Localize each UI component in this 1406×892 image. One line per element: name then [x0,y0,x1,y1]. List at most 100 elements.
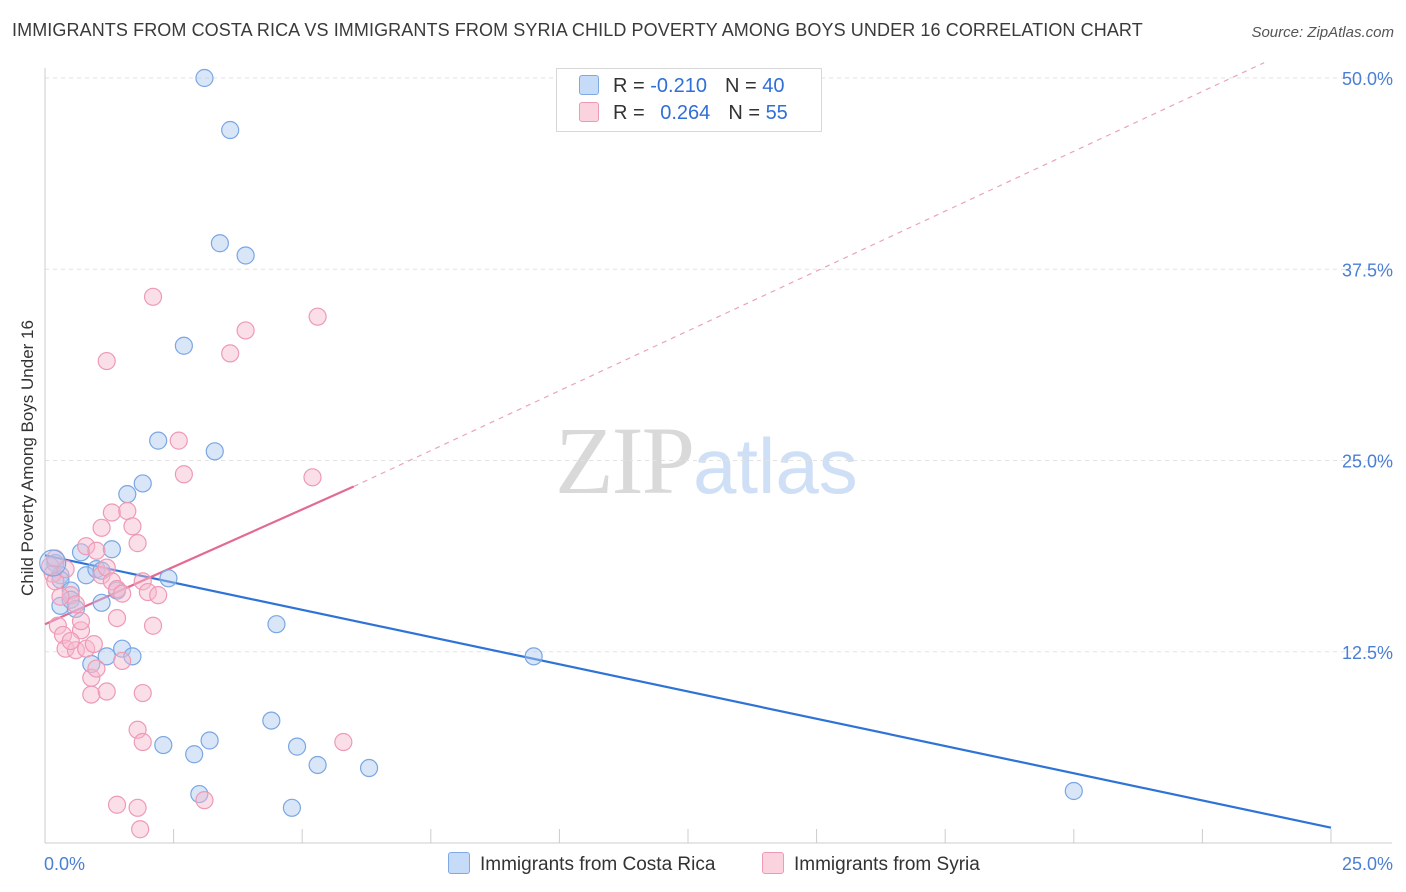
legend-row-costa-rica: R = -0.210 N = 40 [579,75,784,99]
point-syria [221,344,240,363]
point-syria [102,503,121,522]
point-costa-rica [287,737,307,756]
point-syria [48,616,67,635]
legend-series-name: Immigrants from Costa Rica [480,854,716,875]
watermark-atlas: atlas [693,422,858,510]
point-costa-rica [200,731,219,750]
point-costa-rica [205,442,224,461]
correlation-legend: R = -0.210 N = 40 R = 0.264 N = 55 [556,68,822,132]
point-costa-rica [210,234,229,253]
point-syria [236,321,255,340]
point-costa-rica [102,540,121,559]
point-costa-rica [159,569,178,588]
source-credit: Source: ZipAtlas.com [1251,24,1394,41]
legend-swatch-blue [579,75,599,95]
point-syria [133,683,152,703]
point-syria [107,795,127,814]
y-tick-labels: 12.5% 25.0% 37.5% 50.0% [1342,69,1393,663]
point-syria [169,431,188,450]
point-syria [82,685,101,704]
data-points [39,68,1083,839]
point-syria [133,732,152,752]
point-syria [61,631,80,651]
point-costa-rica [236,246,255,265]
legend-r-label: R = [613,75,645,97]
x-tick-labels: 0.0% 25.0% [44,854,1393,874]
point-costa-rica [359,758,379,778]
legend-swatch-pink [762,852,784,874]
legend-row-syria: R = 0.264 N = 55 [579,102,788,126]
grid-lines [45,77,1392,653]
point-costa-rica [524,647,543,666]
point-costa-rica [123,647,142,666]
legend-item-syria: Immigrants from Syria [762,852,980,876]
point-syria [113,584,132,603]
y-tick-label: 37.5% [1342,260,1393,280]
y-tick-label: 12.5% [1342,643,1393,663]
trend-extension-syria [353,62,1265,488]
point-syria [149,586,168,605]
point-syria [87,659,106,678]
point-syria [87,541,106,560]
y-tick-label: 25.0% [1342,452,1393,472]
point-costa-rica [282,798,302,817]
point-syria [84,634,103,654]
point-syria [92,518,111,537]
chart-title: IMMIGRANTS FROM COSTA RICA VS IMMIGRANTS… [12,20,1143,40]
point-syria [128,534,147,553]
point-syria [118,501,137,521]
point-syria [66,595,85,614]
legend-n-value: 40 [762,75,785,97]
x-tick-label: 25.0% [1342,854,1393,874]
point-syria [51,587,70,606]
point-costa-rica [39,549,67,577]
legend-n-value: 55 [765,102,788,124]
point-syria [97,351,116,371]
point-syria [174,465,193,484]
point-syria [195,791,214,810]
legend-n-label: N = [728,102,760,124]
point-costa-rica [174,336,193,355]
point-costa-rica [61,581,80,600]
point-costa-rica [133,474,152,493]
point-syria [143,616,163,635]
point-costa-rica [262,711,281,730]
legend-item-costa-rica: Immigrants from Costa Rica [448,852,715,876]
point-syria [303,468,322,487]
axes [44,68,1392,844]
point-costa-rica [1064,781,1083,801]
legend-swatch-pink [579,102,599,122]
point-syria [107,608,127,628]
point-costa-rica [118,485,137,504]
legend-r-label: R = [613,102,645,124]
legend-r-value: 0.264 [660,102,711,124]
watermark: ZIPatlas [555,405,858,516]
legend-r-value: -0.210 [650,75,707,97]
point-costa-rica [267,615,286,634]
y-tick-label: 50.0% [1342,69,1393,89]
point-syria [71,612,91,631]
point-syria [128,798,147,817]
point-costa-rica [149,431,168,450]
trend-line-syria [44,485,355,626]
point-syria [123,517,142,536]
legend-n-label: N = [724,75,757,97]
point-syria [97,682,116,701]
point-costa-rica [185,745,204,764]
trend-lines [44,62,1332,829]
x-tick-label: 0.0% [44,854,85,874]
point-syria [77,537,96,556]
point-costa-rica [308,755,327,775]
point-syria [138,582,157,602]
point-syria [97,558,116,577]
point-costa-rica [221,120,240,140]
series-legend: Immigrants from Costa Rica Immigrants fr… [0,852,1406,878]
point-syria [113,651,132,671]
point-syria [133,572,152,591]
point-syria [131,820,150,839]
point-syria [308,307,327,326]
point-syria [334,732,353,752]
trend-line-costa-rica [44,554,1332,829]
point-costa-rica [92,593,111,612]
